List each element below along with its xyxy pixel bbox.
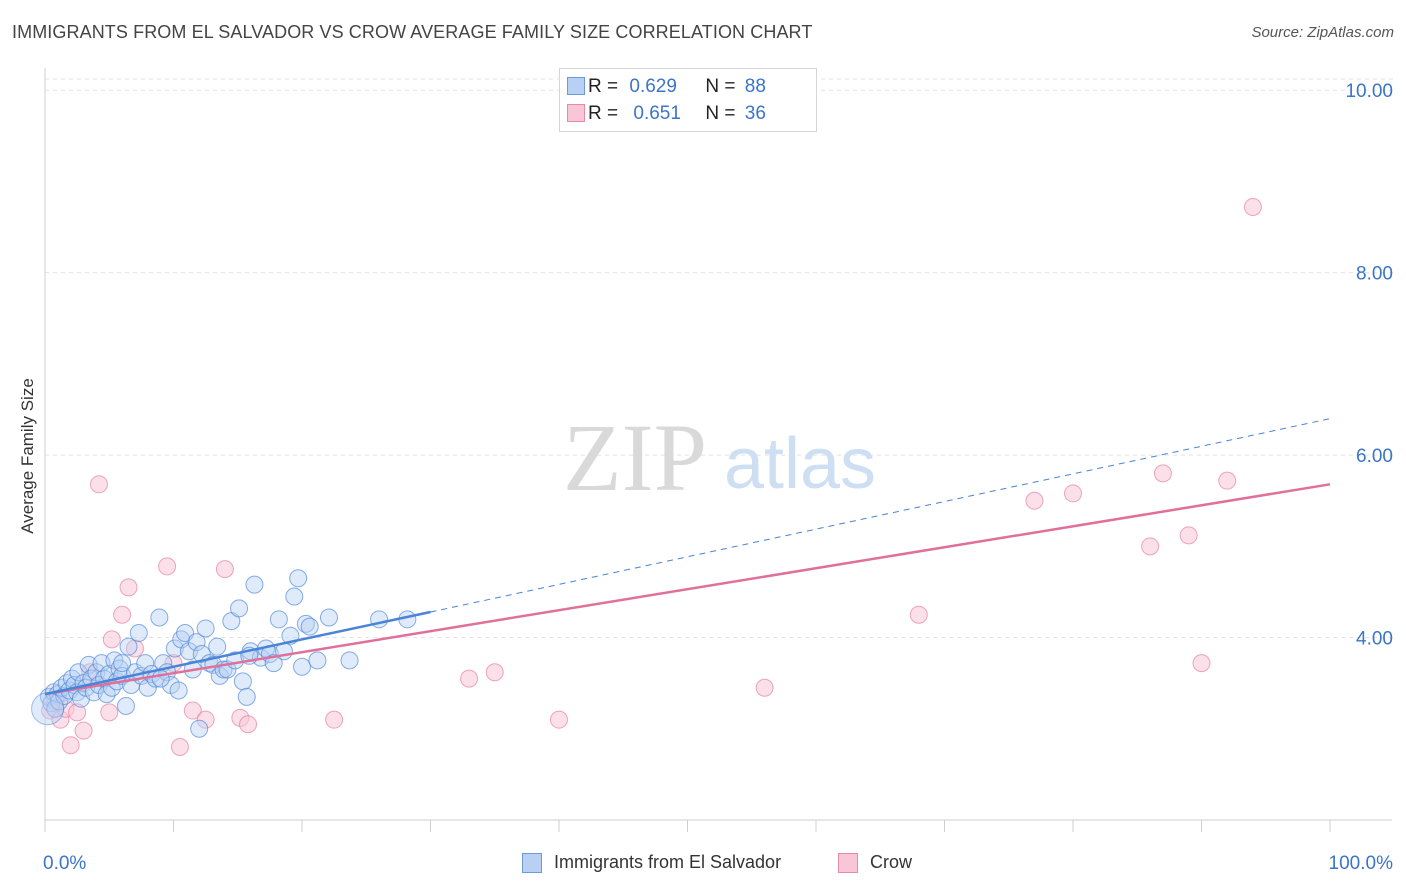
- crow-point: [1141, 537, 1160, 556]
- crow-point: [1153, 464, 1172, 483]
- el-salvador-point: [196, 619, 215, 638]
- crow-point: [119, 578, 138, 597]
- crow-point: [1218, 471, 1237, 490]
- el-salvador-point: [230, 599, 249, 618]
- y-tick-label: 8.00: [1356, 264, 1393, 285]
- bottom-legend-swatch-blue: [522, 852, 542, 873]
- crow-point: [755, 678, 774, 697]
- bottom-legend-label: Crow: [870, 852, 913, 872]
- crow-point: [100, 703, 119, 722]
- el-salvador-point: [116, 696, 135, 715]
- legend-row-crow: R = 0.651 N = 36: [567, 103, 766, 125]
- crow-point: [113, 605, 132, 624]
- el-salvador-point: [300, 617, 319, 636]
- crow-point: [550, 710, 568, 729]
- el-salvador-point: [150, 608, 169, 627]
- crow-point: [158, 557, 177, 576]
- crow-point: [196, 710, 215, 729]
- el-salvador-point: [264, 654, 283, 673]
- x-tick-label-min: 0.0%: [43, 853, 86, 874]
- el-salvador-point: [340, 651, 359, 670]
- legend-n-value: 36: [744, 103, 766, 124]
- bottom-legend-label: Immigrants from El Salvador: [554, 852, 782, 872]
- crow-point: [1179, 526, 1198, 545]
- el-salvador-point: [192, 644, 211, 663]
- el-salvador-point: [169, 681, 188, 700]
- el-salvador-point: [187, 633, 206, 652]
- bottom-legend-crow: Crow: [838, 852, 912, 873]
- x-tick-label-max: 100.0%: [1329, 853, 1394, 874]
- crow-point: [68, 703, 87, 722]
- el-salvador-point: [151, 669, 170, 688]
- bottom-legend-swatch-pink: [838, 852, 858, 873]
- crow-trend-line: [44, 483, 1331, 696]
- y-tick-label: 4.00: [1356, 629, 1393, 650]
- watermark-zip: ZIP: [563, 404, 707, 511]
- el-salvador-point: [138, 678, 157, 697]
- crow-point: [909, 605, 928, 624]
- crow-point: [1064, 484, 1082, 503]
- el-salvador-point: [319, 608, 338, 627]
- legend-swatch-pink: [567, 104, 585, 122]
- crow-point: [74, 721, 93, 740]
- source-label: Source: ZipAtlas.com: [1251, 24, 1394, 41]
- el-salvador-point: [233, 672, 252, 691]
- legend-r-value: 0.629: [629, 76, 677, 97]
- legend-r-label: R =: [588, 103, 624, 124]
- el-salvador-points: [31, 569, 417, 738]
- el-salvador-point: [237, 687, 256, 706]
- legend-row-el-salvador: R = 0.629 N = 88: [567, 76, 766, 98]
- el-salvador-point: [113, 654, 132, 673]
- crow-point: [125, 639, 144, 658]
- crow-point: [1192, 654, 1211, 673]
- legend-r-value: 0.651: [633, 103, 681, 124]
- watermark: ZIP atlas: [563, 404, 876, 511]
- el-salvador-point: [31, 692, 65, 726]
- crow-point: [1025, 491, 1044, 510]
- el-salvador-point: [129, 624, 148, 642]
- crow-point: [102, 630, 121, 649]
- legend-n-label: N =: [705, 76, 741, 97]
- el-salvador-point: [208, 637, 227, 656]
- tick-labels: 4.00 6.00 8.00 10.00 0.0% 100.0%: [43, 81, 1393, 874]
- crow-point: [183, 701, 202, 720]
- el-salvador-point: [119, 637, 138, 656]
- y-tick-label: 6.00: [1356, 446, 1393, 467]
- gridlines: [45, 78, 1395, 639]
- crow-point: [325, 710, 344, 729]
- legend-swatch-blue: [567, 77, 585, 95]
- el-salvador-point: [308, 651, 327, 670]
- crow-point: [460, 669, 479, 688]
- chart-title: IMMIGRANTS FROM EL SALVADOR VS CROW AVER…: [12, 22, 813, 42]
- watermark-atlas: atlas: [724, 424, 876, 504]
- legend-n-label: N =: [705, 103, 741, 124]
- trend-lines: [44, 418, 1331, 696]
- legend-n-value: 88: [744, 76, 766, 97]
- legend-r-label: R =: [588, 76, 624, 97]
- axes: [44, 68, 1392, 832]
- el-salvador-trend-line: [44, 610, 431, 696]
- crow-point: [89, 475, 108, 494]
- crow-point: [215, 560, 234, 579]
- el-salvador-point: [245, 575, 264, 594]
- legend: R = 0.629 N = 88 R = 0.651 N = 36: [559, 68, 817, 132]
- crow-point: [61, 736, 80, 755]
- crow-point: [170, 738, 189, 757]
- y-tick-label: 10.00: [1345, 81, 1393, 102]
- el-salvador-point: [285, 587, 304, 606]
- el-salvador-point: [269, 610, 288, 629]
- crow-point: [485, 663, 504, 682]
- bottom-legend-el-salvador: Immigrants from El Salvador: [522, 852, 781, 873]
- el-salvador-point: [190, 719, 209, 738]
- crow-point: [1243, 198, 1262, 217]
- crow-point: [239, 715, 258, 734]
- el-salvador-point: [293, 657, 311, 676]
- el-salvador-point: [289, 569, 308, 588]
- el-salvador-point: [165, 639, 184, 658]
